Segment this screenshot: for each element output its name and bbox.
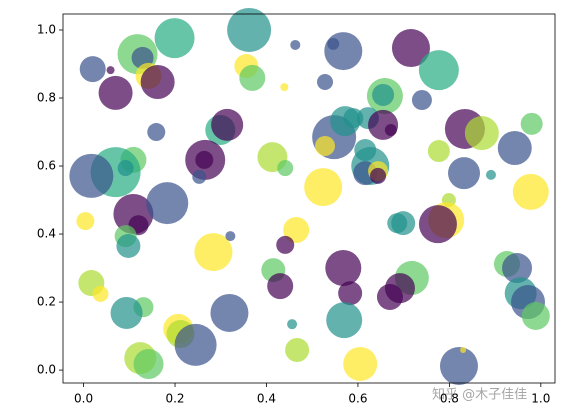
bubble xyxy=(520,112,543,135)
bubble xyxy=(387,213,408,234)
x-tick-label: 0.2 xyxy=(165,392,184,406)
bubble xyxy=(116,233,141,258)
bubble xyxy=(448,157,481,190)
bubble xyxy=(195,150,214,169)
bubble xyxy=(439,346,478,385)
bubble xyxy=(290,39,301,50)
bubble xyxy=(110,296,143,329)
bubble xyxy=(418,50,459,91)
bubble xyxy=(227,7,272,52)
bubble xyxy=(146,182,189,225)
bubble xyxy=(106,66,115,75)
bubble xyxy=(117,160,134,177)
bubble xyxy=(267,273,294,300)
plot-area xyxy=(69,7,550,385)
bubble xyxy=(76,212,95,231)
bubble xyxy=(239,64,266,91)
bubble xyxy=(194,233,233,272)
bubble xyxy=(497,130,532,165)
bubble xyxy=(225,231,236,242)
watermark: 知乎 @木子佳佳 xyxy=(432,387,527,403)
bubble xyxy=(384,123,397,136)
bubble xyxy=(79,56,106,83)
bubble xyxy=(147,123,166,142)
x-tick-label: 0.4 xyxy=(257,392,276,406)
bubble xyxy=(211,108,244,141)
bubble xyxy=(343,346,378,381)
bubble xyxy=(276,235,295,254)
bubble xyxy=(411,90,432,111)
bubble xyxy=(317,74,334,91)
bubble xyxy=(370,167,387,184)
bubble xyxy=(464,116,499,151)
x-tick-label: 1.0 xyxy=(531,392,550,406)
bubble xyxy=(521,302,550,331)
x-tick-label: 0.8 xyxy=(440,392,459,406)
x-tick-label: 0.0 xyxy=(74,392,93,406)
bubble xyxy=(210,293,249,332)
y-tick-label: 0.2 xyxy=(37,295,56,309)
bubble xyxy=(427,140,450,163)
bubble xyxy=(343,108,364,129)
bubble xyxy=(277,160,294,177)
bubble xyxy=(391,29,430,68)
bubble xyxy=(324,32,363,71)
bubble xyxy=(512,173,549,210)
bubble xyxy=(485,169,496,180)
y-tick-label: 0.6 xyxy=(37,159,56,173)
y-tick-label: 0.8 xyxy=(37,91,56,105)
bubble xyxy=(192,169,207,184)
bubble xyxy=(376,283,403,310)
y-tick-label: 0.4 xyxy=(37,227,56,241)
bubble xyxy=(140,65,175,100)
bubble xyxy=(280,83,289,92)
bubble xyxy=(326,302,363,339)
bubble xyxy=(285,338,310,363)
bubble xyxy=(98,75,133,110)
bubble xyxy=(418,205,457,244)
bubble xyxy=(372,83,395,106)
bubble xyxy=(133,348,164,379)
bubble xyxy=(92,285,109,302)
bubble xyxy=(174,323,217,366)
bubble xyxy=(283,216,310,243)
bubble xyxy=(304,168,343,207)
x-tick-label: 0.6 xyxy=(348,392,367,406)
y-tick-label: 0.0 xyxy=(37,363,56,377)
bubble xyxy=(338,281,363,306)
bubble xyxy=(325,250,362,287)
axes-frame xyxy=(62,13,556,384)
bubble xyxy=(154,18,195,59)
bubble xyxy=(69,153,114,198)
bubble xyxy=(315,135,336,156)
bubble xyxy=(287,319,298,330)
bubble xyxy=(460,347,467,354)
bubble xyxy=(502,253,533,284)
y-tick-label: 1.0 xyxy=(37,22,56,36)
bubble xyxy=(327,37,340,50)
